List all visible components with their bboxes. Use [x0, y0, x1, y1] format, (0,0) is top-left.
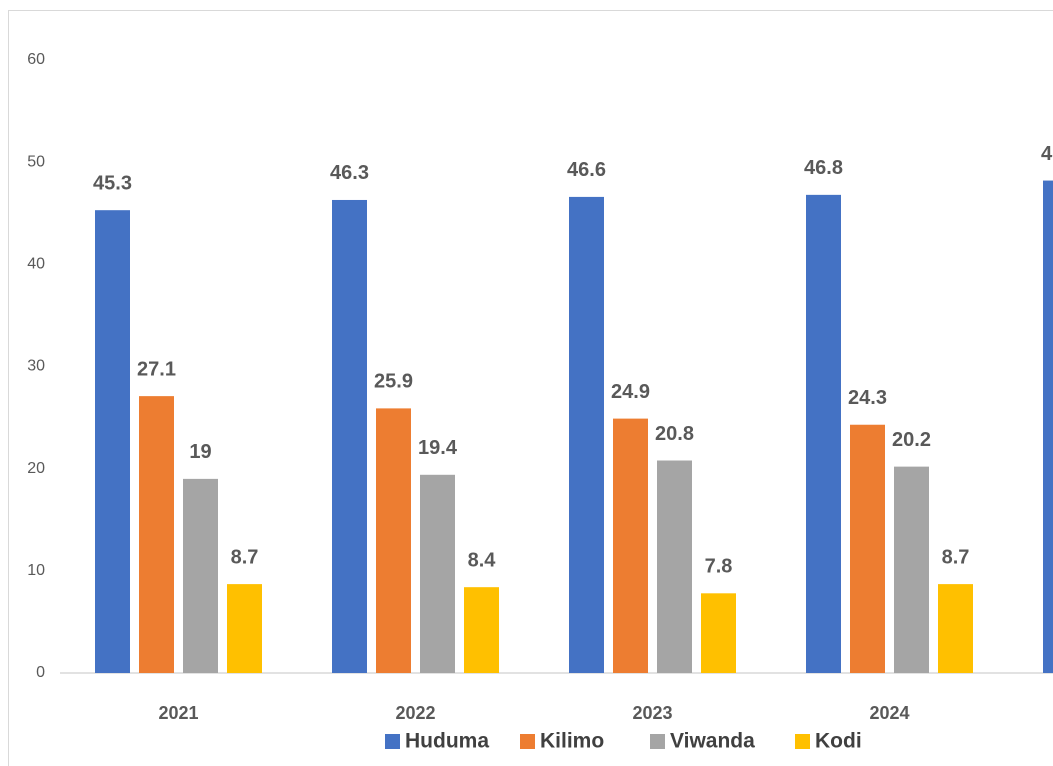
y-tick-label: 60	[27, 51, 45, 68]
x-tick-label: 2024	[869, 703, 909, 723]
legend-swatch	[795, 734, 810, 749]
bar	[95, 210, 130, 673]
legend-swatch	[520, 734, 535, 749]
bar	[183, 478, 218, 673]
bar	[227, 584, 262, 673]
value-label: 8.7	[942, 546, 970, 568]
y-tick-label: 40	[27, 256, 45, 273]
value-label: 48.2	[1041, 143, 1053, 165]
value-label: 24.9	[611, 381, 650, 403]
bar	[464, 587, 499, 673]
value-label: 24.3	[848, 387, 887, 409]
y-tick-label: 10	[27, 562, 45, 579]
value-label: 19	[189, 441, 211, 463]
value-label: 19.4	[418, 437, 458, 459]
bar	[938, 584, 973, 673]
legend-label: Kilimo	[540, 730, 604, 753]
x-tick-label: 2023	[632, 703, 672, 723]
value-label: 46.8	[804, 157, 843, 179]
bar	[1043, 180, 1053, 673]
y-tick-label: 30	[27, 358, 45, 375]
value-label: 46.6	[567, 159, 606, 181]
value-label: 20.8	[655, 423, 694, 445]
bar	[613, 418, 648, 673]
value-label: 7.8	[705, 556, 733, 578]
bar	[139, 396, 174, 673]
legend-swatch	[385, 734, 400, 749]
bar	[332, 199, 367, 674]
bar	[657, 460, 692, 673]
y-tick-label: 50	[27, 153, 45, 170]
value-label: 46.3	[330, 162, 369, 184]
bar	[850, 424, 885, 673]
value-label: 45.3	[93, 172, 132, 194]
legend-label: Viwanda	[670, 730, 755, 753]
bar	[376, 408, 411, 673]
chart-frame	[8, 10, 1053, 766]
bar	[420, 474, 455, 673]
y-tick-label: 0	[36, 664, 45, 681]
bar	[894, 466, 929, 673]
legend-label: Kodi	[815, 730, 862, 753]
value-label: 8.4	[468, 549, 497, 571]
x-tick-label: 2021	[158, 703, 198, 723]
value-label: 27.1	[137, 358, 176, 380]
x-tick-label: 2022	[395, 703, 435, 723]
bar	[569, 196, 604, 674]
bar	[701, 593, 736, 673]
y-tick-label: 20	[27, 460, 45, 477]
bar	[806, 194, 841, 674]
value-label: 25.9	[374, 371, 413, 393]
value-label: 20.2	[892, 429, 931, 451]
legend-label: Huduma	[405, 730, 489, 753]
value-label: 8.7	[231, 546, 259, 568]
legend-swatch	[650, 734, 665, 749]
